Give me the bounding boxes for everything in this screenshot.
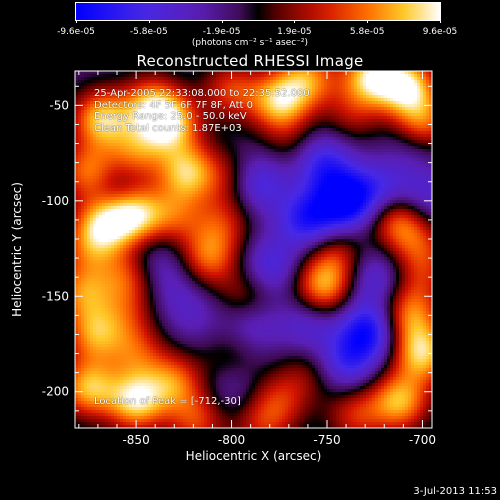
plot-frame [74, 70, 433, 429]
colorbar-unit-label: (photons cm⁻² s⁻¹ asec⁻²) [191, 38, 309, 48]
timestamp: 3-Jul-2013 11:53 [413, 486, 497, 497]
colorbar-tick-mark [148, 20, 150, 23]
y-tick-label: -50 [49, 98, 69, 112]
colorbar-tick-label: 5.8e-05 [349, 27, 385, 37]
overlay-energy-range: Energy Range: 25.0 - 50.0 keV [94, 111, 247, 122]
y-tick-label: -100 [42, 194, 69, 208]
y-tick-label: -150 [42, 289, 69, 303]
colorbar-tick-label: -1.9e-05 [202, 27, 241, 37]
colorbar-tick-label: -5.8e-05 [129, 27, 168, 37]
x-axis-label: Heliocentric X (arcsec) [186, 449, 322, 463]
colorbar-tick-mark [76, 20, 77, 23]
colorbar-tick-mark [440, 20, 441, 23]
x-tick-label: -700 [409, 433, 436, 447]
colorbar-tick-label: -9.6e-05 [57, 27, 95, 37]
colorbar-tick-mark [221, 20, 223, 23]
colorbar-tick-mark [294, 20, 296, 23]
colorbar-tick-label: 9.6e-05 [422, 27, 458, 37]
overlay-counts: Clean Total counts: 1.87E+03 [94, 122, 242, 134]
y-axis-label: Heliocentric Y (arcsec) [10, 182, 24, 317]
overlay-detectors: Detectors: 4F 5F 6F 7F 8F, Att 0 [94, 99, 254, 111]
chart-title: Reconstructed RHESSI Image [136, 52, 364, 70]
y-tick-label: -200 [42, 385, 69, 399]
colorbar-tick-label: 1.9e-05 [277, 27, 312, 37]
colorbar-tick-mark [367, 20, 369, 23]
overlay-peak-location: Location of Peak = [-712,-30] [94, 396, 241, 407]
colorbar [75, 2, 441, 21]
heatmap-image [75, 71, 432, 428]
x-tick-label: -850 [122, 433, 149, 447]
overlay-time-range: 25-Apr-2005 22:33:08.000 to 22:35:52.000 [94, 88, 310, 99]
x-tick-label: -750 [313, 433, 340, 447]
x-tick-label: -800 [218, 433, 245, 447]
